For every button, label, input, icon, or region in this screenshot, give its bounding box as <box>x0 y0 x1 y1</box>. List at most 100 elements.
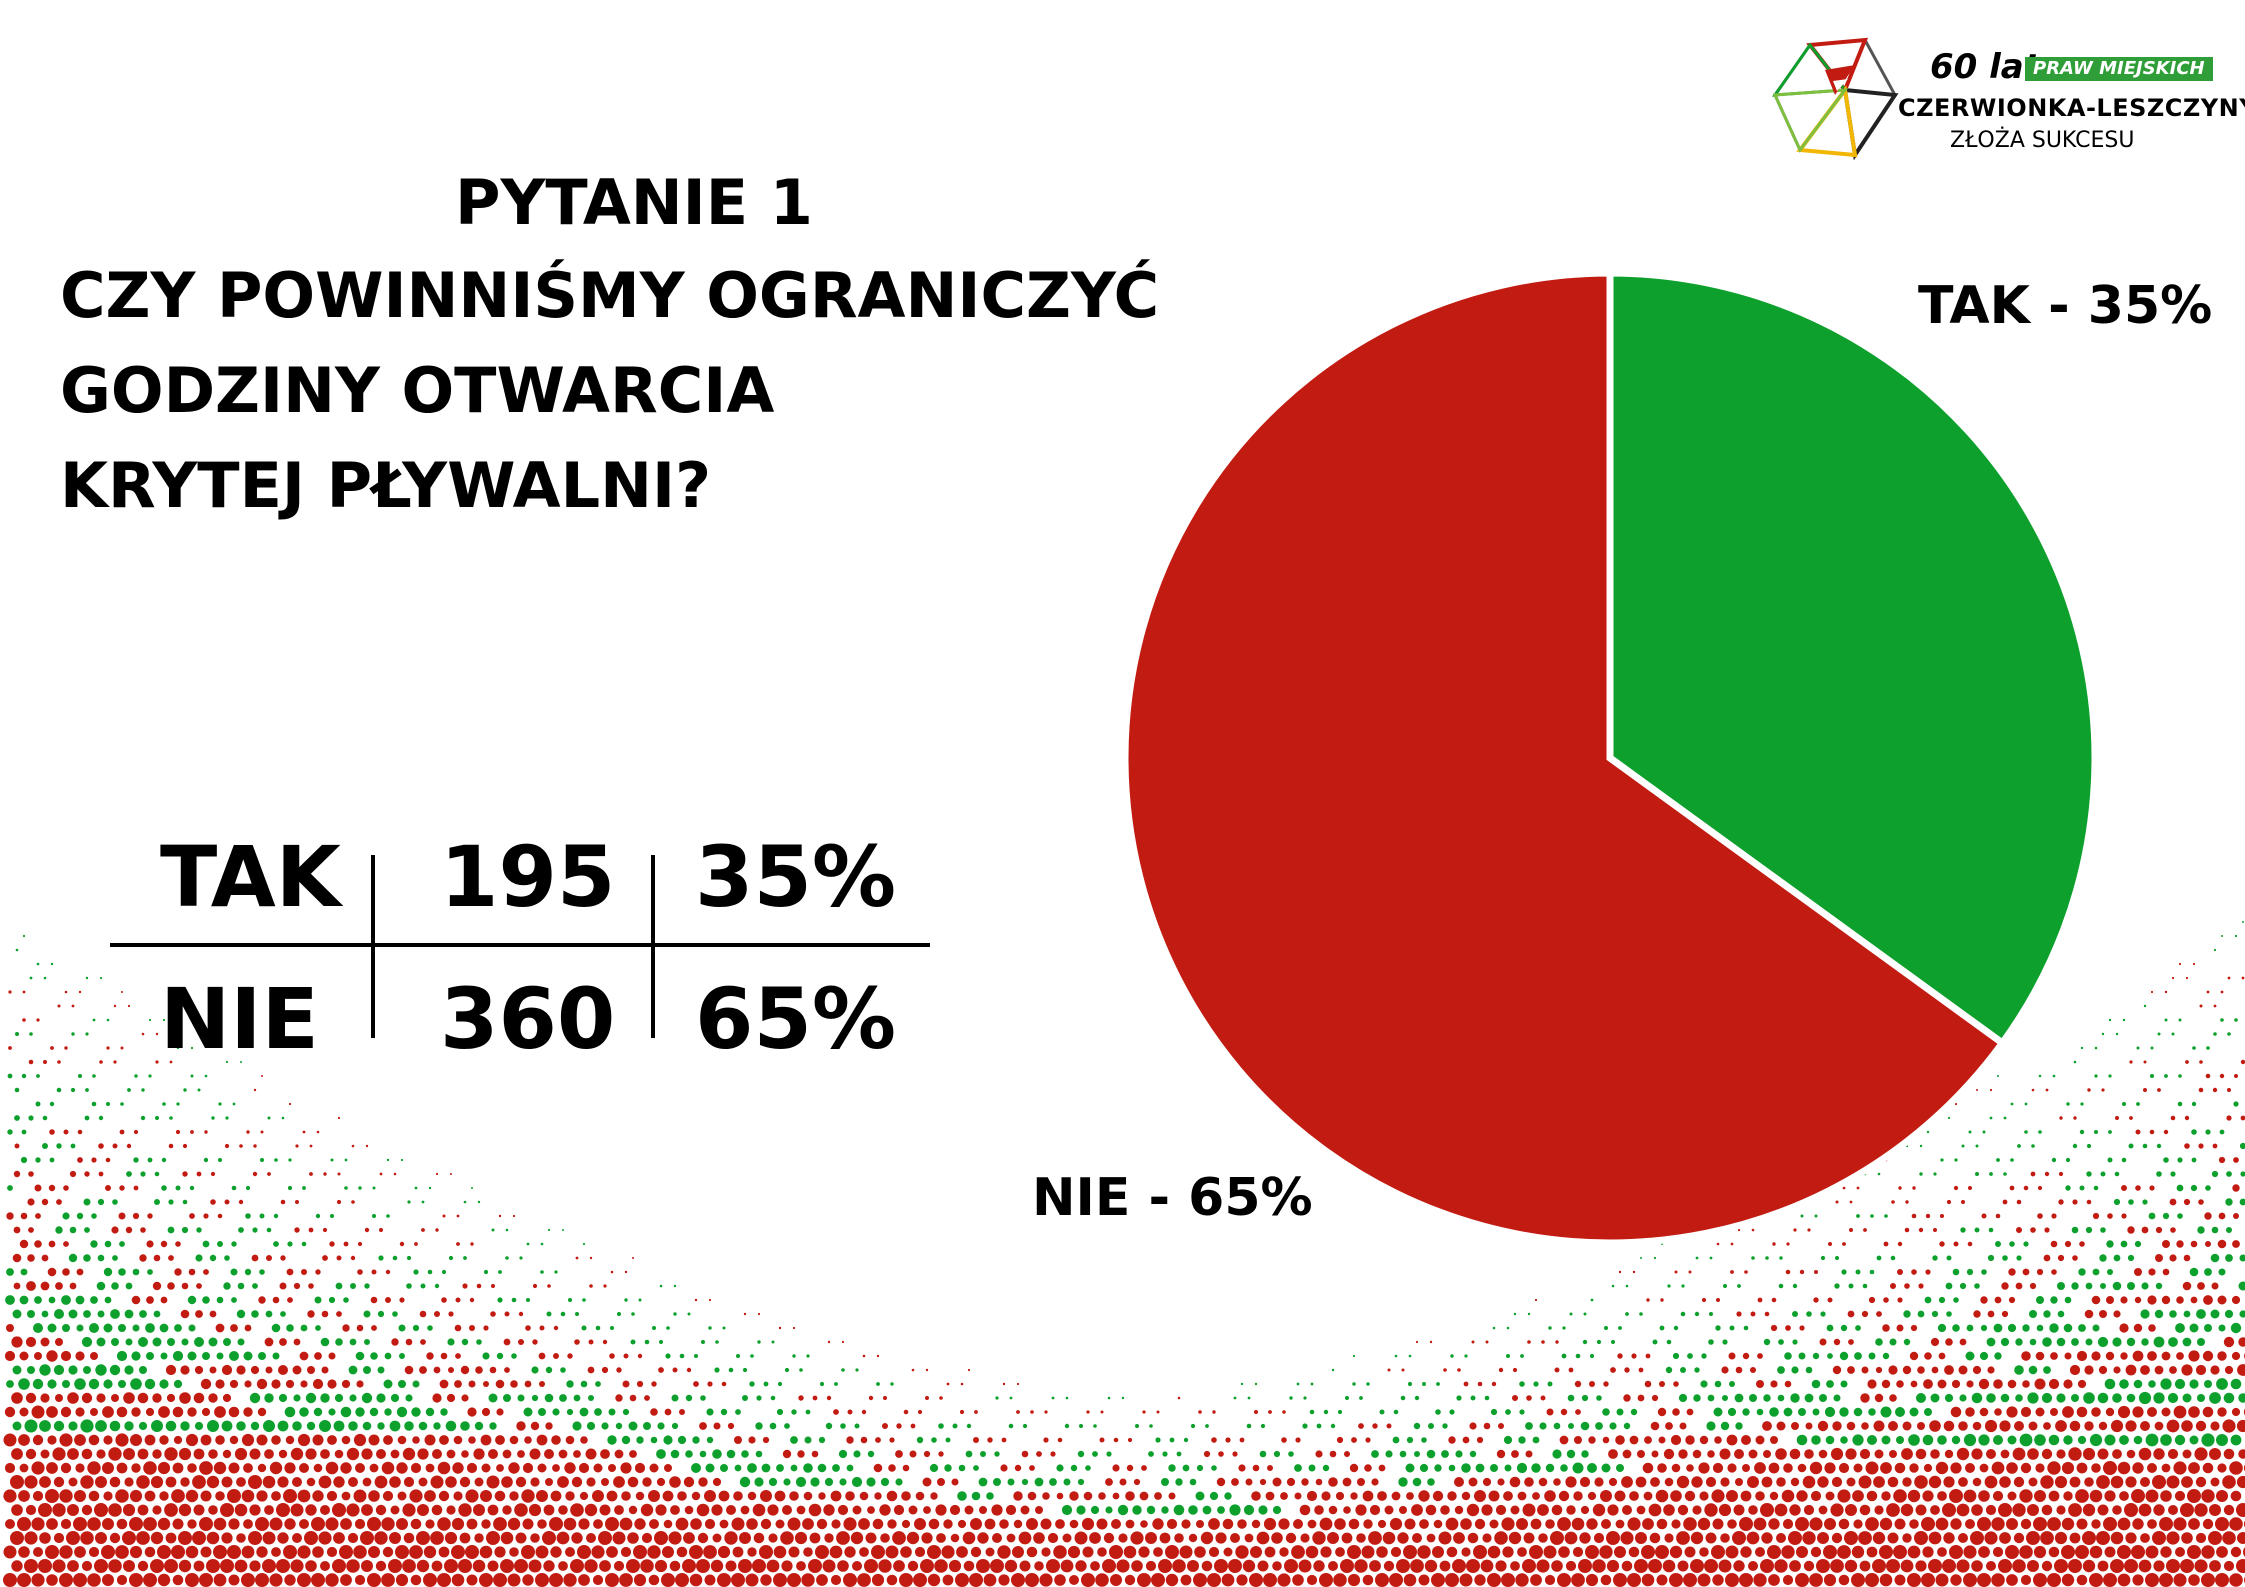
decorative-dot <box>1847 1366 1855 1374</box>
decorative-dot <box>635 1491 645 1501</box>
decorative-dot <box>409 1545 423 1559</box>
decorative-dot <box>424 1490 436 1502</box>
decorative-dot <box>790 1464 798 1472</box>
decorative-dot <box>320 1449 330 1459</box>
decorative-dot <box>153 1310 161 1318</box>
decorative-dot <box>55 1282 63 1290</box>
decorative-dot <box>1828 1242 1832 1246</box>
decorative-dot <box>1405 1463 1415 1473</box>
decorative-dot <box>654 1559 668 1573</box>
decorative-dot <box>1212 1410 1216 1414</box>
decorative-dot <box>2185 1060 2189 1064</box>
decorative-dot <box>1404 1518 1416 1530</box>
decorative-dot <box>2117 1461 2131 1475</box>
decorative-dot <box>1971 1392 1983 1404</box>
decorative-dot <box>589 1284 593 1288</box>
decorative-dot <box>176 1046 180 1050</box>
decorative-dot <box>1930 1449 1940 1459</box>
decorative-dot <box>1039 1573 1053 1587</box>
decorative-dot <box>43 976 47 980</box>
decorative-dot <box>388 1559 402 1573</box>
decorative-dot <box>330 1158 334 1162</box>
decorative-dot <box>1953 1241 1959 1247</box>
decorative-dot <box>944 1464 952 1472</box>
decorative-dot <box>22 934 26 938</box>
decorative-dot <box>47 1267 57 1277</box>
decorative-dot <box>189 1213 195 1219</box>
decorative-dot <box>15 948 19 952</box>
decorative-dot <box>1734 1449 1744 1459</box>
decorative-dot <box>1557 1573 1571 1587</box>
decorative-dot <box>2077 1435 2087 1445</box>
decorative-dot <box>1853 1407 1863 1417</box>
decorative-dot <box>197 1088 201 1092</box>
decorative-dot <box>1288 1451 1294 1457</box>
decorative-dot <box>1358 1423 1364 1429</box>
decorative-dot <box>55 1394 63 1402</box>
decorative-dot <box>531 1394 539 1402</box>
decorative-dot <box>753 1532 765 1544</box>
decorative-dot <box>178 1447 192 1461</box>
decorative-dot <box>1978 1546 1990 1558</box>
decorative-dot <box>2028 1421 2038 1431</box>
decorative-dot <box>1062 1533 1072 1543</box>
decorative-dot <box>2024 1130 2028 1134</box>
decorative-dot <box>109 1364 121 1376</box>
decorative-dot <box>1001 1437 1007 1443</box>
decorative-dot <box>1781 1489 1795 1503</box>
decorative-dot <box>365 1144 369 1148</box>
decorative-dot <box>46 1518 58 1530</box>
decorative-dot <box>1992 1490 2004 1502</box>
decorative-dot <box>1820 1311 1826 1317</box>
decorative-dot <box>766 1559 780 1573</box>
decorative-dot <box>2069 1420 2081 1432</box>
decorative-dot <box>1649 1532 1661 1544</box>
decorative-dot <box>460 1421 470 1431</box>
decorative-dot <box>172 1406 184 1418</box>
decorative-dot <box>300 1380 308 1388</box>
decorative-dot <box>1365 1437 1371 1443</box>
decorative-dot <box>577 1545 591 1559</box>
decorative-dot <box>1090 1561 1100 1571</box>
decorative-dot <box>1491 1381 1497 1387</box>
decorative-dot <box>2138 1391 2152 1405</box>
decorative-dot <box>103 1323 113 1333</box>
decorative-dot <box>157 1461 171 1475</box>
decorative-dot <box>1931 1310 1939 1318</box>
decorative-dot <box>89 1323 99 1333</box>
decorative-dot <box>1902 1477 1912 1487</box>
decorative-dot <box>770 1395 776 1401</box>
decorative-dot <box>244 1380 252 1388</box>
decorative-dot <box>2153 1392 2165 1404</box>
decorative-dot <box>134 1074 138 1078</box>
decorative-dot <box>652 1326 656 1330</box>
decorative-dot <box>782 1449 792 1459</box>
decorative-dot <box>131 1407 141 1417</box>
decorative-dot <box>144 1434 156 1446</box>
decorative-dot <box>164 1559 178 1573</box>
decorative-dot <box>2106 1240 2114 1248</box>
decorative-dot <box>1525 1450 1533 1458</box>
decorative-dot <box>1650 1477 1660 1487</box>
decorative-dot <box>593 1519 603 1529</box>
decorative-dot <box>1413 1422 1421 1430</box>
decorative-dot <box>852 1505 862 1515</box>
decorative-dot <box>837 1560 849 1572</box>
decorative-dot <box>1303 1396 1307 1400</box>
decorative-dot <box>1907 1489 1921 1503</box>
decorative-dot <box>116 1462 128 1474</box>
decorative-dot <box>372 1186 376 1190</box>
decorative-dot <box>1950 1518 1962 1530</box>
decorative-dot <box>1728 1352 1736 1360</box>
decorative-dot <box>20 1156 28 1164</box>
decorative-dot <box>844 1546 856 1558</box>
decorative-dot <box>2204 1212 2212 1220</box>
decorative-dot <box>827 1340 831 1344</box>
decorative-dot <box>36 962 40 966</box>
decorative-dot <box>403 1532 415 1544</box>
decorative-dot <box>227 1545 241 1559</box>
decorative-dot <box>346 1447 360 1461</box>
decorative-dot <box>2013 1532 2025 1544</box>
decorative-dot <box>50 962 54 966</box>
decorative-dot <box>950 1533 960 1543</box>
